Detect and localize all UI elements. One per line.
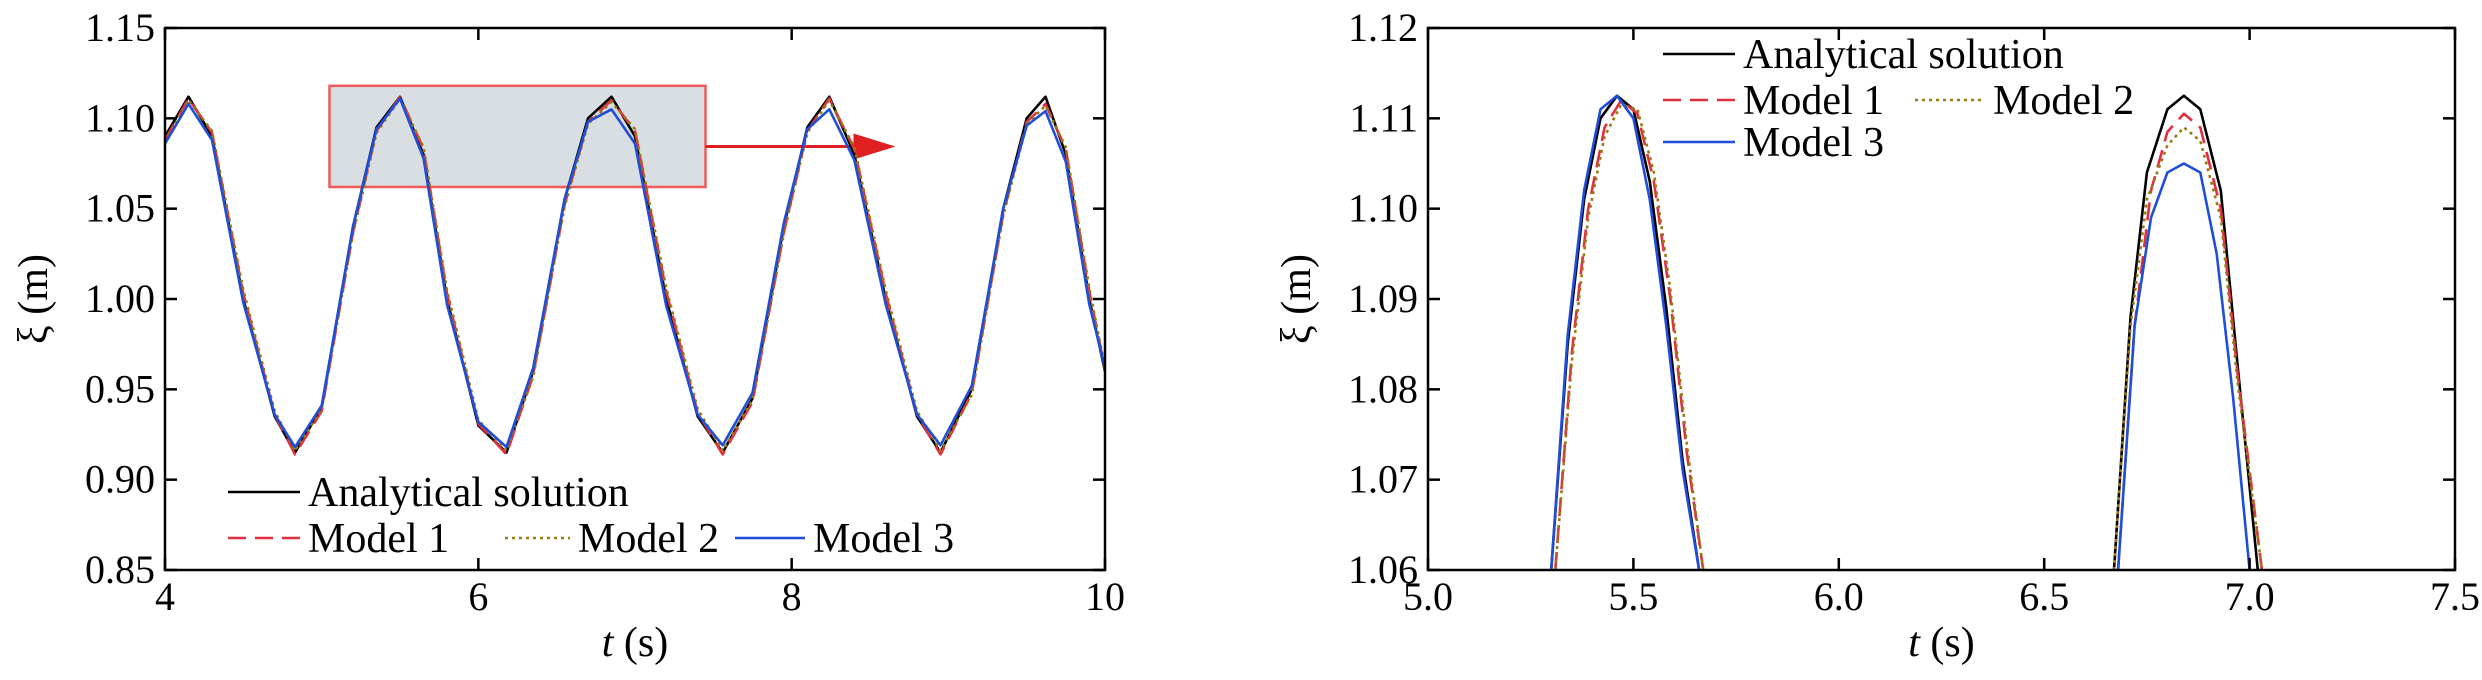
x-axis-label: t (s)	[602, 620, 669, 666]
y-tick-label: 1.12	[1348, 5, 1418, 50]
y-tick-label: 1.06	[1348, 547, 1418, 592]
y-axis-label: ξ (m)	[11, 254, 57, 344]
plot-frame	[1426, 26, 2457, 572]
y-axis-label: ξ (m)	[1274, 254, 1320, 344]
legend-label: Model 1	[1743, 78, 1884, 124]
series-line-2	[1554, 99, 2264, 570]
y-tick-label: 0.95	[85, 366, 155, 411]
series-line-4	[1549, 94, 2251, 570]
legend-label: Model 3	[1743, 120, 1884, 166]
y-tick-label: 0.85	[85, 547, 155, 592]
y-tick-label: 1.08	[1348, 366, 1418, 411]
x-tick-label: 6.5	[2019, 574, 2069, 619]
series-line-2	[165, 95, 1105, 456]
legend-label: Model 3	[813, 516, 954, 562]
x-tick-label: 5.5	[1608, 574, 1658, 619]
y-tick-label: 1.10	[85, 95, 155, 140]
series-line-1	[1549, 94, 2260, 570]
y-tick-label: 1.07	[1348, 457, 1418, 502]
legend-label: Analytical solution	[1743, 32, 2064, 78]
y-tick-label: 1.10	[1348, 186, 1418, 231]
legend-label: Analytical solution	[308, 470, 629, 516]
y-tick-label: 1.09	[1348, 276, 1418, 321]
legend-label: Model 2	[578, 516, 719, 562]
x-tick-label: 10	[1085, 574, 1125, 619]
x-tick-label: 5.0	[1403, 574, 1453, 619]
x-tick-label: 7.0	[2225, 574, 2275, 619]
zoom-region-box	[328, 84, 707, 189]
chart-panel-1: 4 6 8 10 0.85 0.90 0.95 1.00 1.05 1.10 1.15 t (s) ξ …	[11, 5, 1125, 666]
series-line-3	[165, 97, 1105, 453]
zoom-arrow-head	[853, 133, 896, 160]
y-tick-label: 1.11	[1349, 95, 1418, 140]
y-tick-label: 1.05	[85, 186, 155, 231]
y-tick-label: 0.90	[85, 457, 155, 502]
y-tick-label: 1.00	[85, 276, 155, 321]
series-line-3	[1554, 103, 2264, 570]
series-line-4	[165, 97, 1105, 449]
x-tick-label: 6.0	[1814, 574, 1864, 619]
x-tick-label: 6	[468, 574, 488, 619]
x-tick-label: 4	[155, 574, 175, 619]
legend-label: Model 2	[1993, 78, 2134, 124]
x-tick-label: 7.5	[2430, 574, 2480, 619]
chart-panel-2: 5.0 5.5 6.0 6.5 7.0 7.5 1.06 1.07 1.08 1.09 1.10 1.…	[1274, 5, 2480, 666]
x-axis-label: t (s)	[1908, 620, 1975, 666]
legend-label: Model 1	[308, 516, 449, 562]
y-tick-label: 1.15	[85, 5, 155, 50]
x-tick-label: 8	[782, 574, 802, 619]
